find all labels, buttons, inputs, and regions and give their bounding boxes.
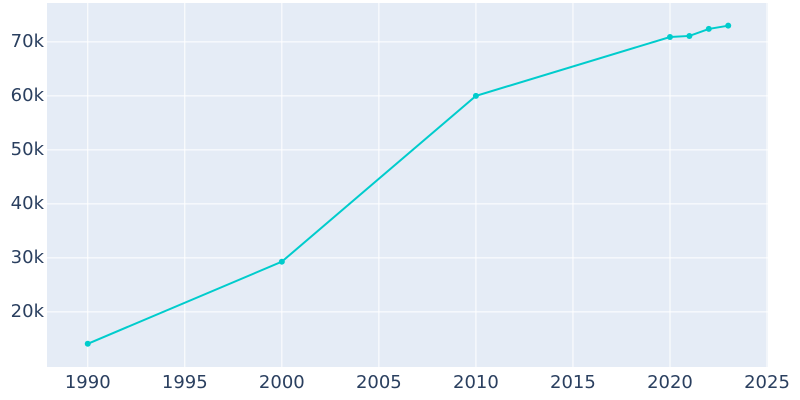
marker [725,22,732,29]
x-tick-label: 2005 [356,372,402,393]
marker [472,92,479,99]
plot-area [47,3,768,367]
y-tick-label: 50k [11,139,45,160]
marker [666,34,673,41]
marker [278,258,285,265]
y-tick-label: 60k [11,85,45,106]
y-tick-label: 70k [11,31,45,52]
x-tick-label: 1990 [65,372,111,393]
y-tick-label: 20k [11,301,45,322]
x-tick-label: 2010 [453,372,499,393]
x-tick-label: 2015 [550,372,596,393]
marker [705,25,712,32]
x-tick-label: 2020 [647,372,693,393]
marker [686,32,693,39]
x-tick-label: 2000 [259,372,305,393]
marker [84,340,91,347]
y-tick-label: 30k [11,247,45,268]
x-tick-label: 1995 [162,372,208,393]
x-tick-label: 2025 [744,372,790,393]
y-tick-label: 40k [11,193,45,214]
